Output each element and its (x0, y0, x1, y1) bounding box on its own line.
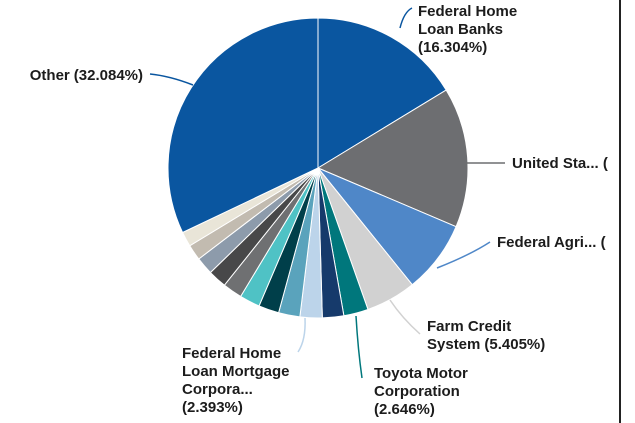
value-label: (5.405%) (484, 336, 545, 353)
label-name: Loan Banks (418, 21, 503, 38)
slice (167, 17, 319, 234)
label-name: Corporation (374, 383, 460, 400)
slice-label: Loan Banks (418, 21, 503, 38)
label-name: Federal Agri... ( (497, 234, 606, 251)
label-name: System (427, 336, 480, 353)
slice-label: Federal Home (418, 3, 517, 20)
label-name: Federal Home (182, 345, 281, 362)
leader-line (297, 317, 306, 353)
label-name: Farm Credit (427, 318, 511, 335)
value-label: (32.084%) (74, 67, 143, 84)
slice (316, 89, 469, 228)
slice-label: System (5.405%) (427, 336, 545, 353)
label-name: Corpora... (182, 381, 253, 398)
slice (317, 17, 447, 169)
label-name: Other (30, 67, 70, 84)
pie (167, 17, 469, 319)
slice-label: Other (32.084%) (30, 67, 143, 84)
leader-line (355, 315, 363, 379)
label-name: Toyota Motor (374, 365, 468, 382)
leader-line (389, 299, 421, 335)
slice-label: Toyota Motor (374, 365, 468, 382)
slice-label: Loan Mortgage (182, 363, 290, 380)
value-label: (2.393%) (182, 399, 243, 416)
label-name: Loan Mortgage (182, 363, 290, 380)
leader-line (436, 241, 491, 269)
slice-label: Farm Credit (427, 318, 511, 335)
leader-line (399, 7, 413, 29)
label-name: Federal Home (418, 3, 517, 20)
value-label: (2.646%) (374, 401, 435, 418)
value-label: (16.304%) (418, 39, 487, 56)
slice-label: Federal Home (182, 345, 281, 362)
slice-label: Corpora... (182, 381, 253, 398)
slice-label: United Sta... ( (512, 155, 608, 172)
slice-label: Federal Agri... ( (497, 234, 606, 251)
slice-label: Corporation (374, 383, 460, 400)
label-name: United Sta... ( (512, 155, 608, 172)
leader-line (149, 73, 194, 86)
